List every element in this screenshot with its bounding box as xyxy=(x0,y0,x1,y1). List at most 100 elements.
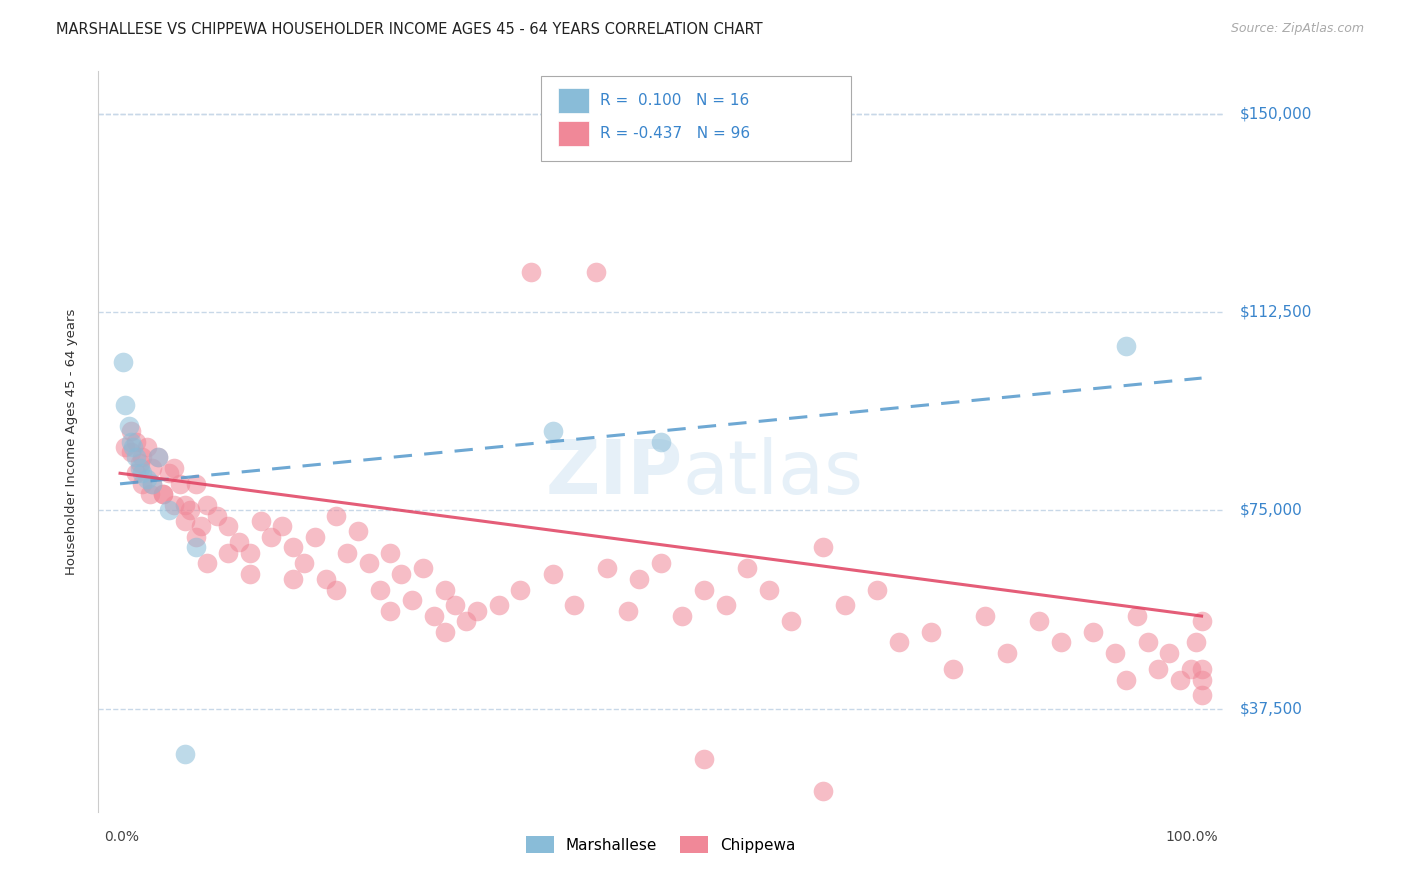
Chippewa xyxy=(179,503,201,517)
Chippewa xyxy=(1104,646,1126,660)
Chippewa xyxy=(920,624,942,639)
Marshallese xyxy=(136,471,159,485)
Chippewa xyxy=(650,556,672,570)
Marshallese xyxy=(174,747,197,761)
Chippewa xyxy=(671,609,693,624)
Chippewa xyxy=(422,609,444,624)
Text: 0.0%: 0.0% xyxy=(104,830,139,844)
Text: R = -0.437   N = 96: R = -0.437 N = 96 xyxy=(600,127,751,141)
Chippewa xyxy=(1159,646,1181,660)
Chippewa xyxy=(693,582,716,597)
Chippewa xyxy=(292,556,315,570)
Chippewa xyxy=(834,599,856,613)
Marshallese xyxy=(131,467,153,481)
Chippewa xyxy=(779,615,801,629)
Chippewa xyxy=(401,593,423,607)
Chippewa xyxy=(942,662,965,676)
Chippewa xyxy=(465,604,488,618)
Chippewa xyxy=(866,582,889,597)
Chippewa xyxy=(207,508,229,523)
Chippewa xyxy=(714,599,737,613)
Text: $37,500: $37,500 xyxy=(1240,701,1302,716)
Chippewa xyxy=(190,519,212,533)
Marshallese xyxy=(120,434,142,449)
Chippewa xyxy=(1185,635,1208,649)
Text: MARSHALLESE VS CHIPPEWA HOUSEHOLDER INCOME AGES 45 - 64 YEARS CORRELATION CHART: MARSHALLESE VS CHIPPEWA HOUSEHOLDER INCO… xyxy=(56,22,763,37)
Marshallese xyxy=(112,355,135,369)
Chippewa xyxy=(157,467,180,481)
Y-axis label: Householder Income Ages 45 - 64 years: Householder Income Ages 45 - 64 years xyxy=(65,309,77,574)
Chippewa xyxy=(281,541,304,555)
Chippewa xyxy=(239,566,262,581)
Chippewa xyxy=(1147,662,1170,676)
Chippewa xyxy=(146,450,169,465)
Marshallese xyxy=(118,418,141,433)
Legend: Marshallese, Chippewa: Marshallese, Chippewa xyxy=(520,830,801,860)
Chippewa xyxy=(347,524,370,539)
Chippewa xyxy=(228,535,250,549)
Marshallese xyxy=(125,450,148,465)
Chippewa xyxy=(887,635,910,649)
Chippewa xyxy=(995,646,1018,660)
Chippewa xyxy=(128,456,150,470)
Chippewa xyxy=(217,519,239,533)
Chippewa xyxy=(456,615,478,629)
Chippewa xyxy=(693,752,716,766)
Chippewa xyxy=(520,265,543,279)
Chippewa xyxy=(1191,615,1213,629)
Chippewa xyxy=(336,546,359,560)
Chippewa xyxy=(380,604,402,618)
Chippewa xyxy=(412,561,434,575)
Chippewa xyxy=(239,546,262,560)
Chippewa xyxy=(141,476,163,491)
Chippewa xyxy=(811,783,834,797)
Chippewa xyxy=(1125,609,1147,624)
Chippewa xyxy=(1168,673,1191,687)
Chippewa xyxy=(131,450,153,465)
Chippewa xyxy=(737,561,759,575)
Chippewa xyxy=(1180,662,1202,676)
Chippewa xyxy=(139,487,162,501)
Text: $112,500: $112,500 xyxy=(1240,304,1312,319)
Chippewa xyxy=(141,461,163,475)
Marshallese xyxy=(141,476,163,491)
Chippewa xyxy=(195,556,218,570)
Chippewa xyxy=(488,599,510,613)
Chippewa xyxy=(628,572,651,586)
Marshallese xyxy=(114,398,136,412)
Chippewa xyxy=(152,487,174,501)
Chippewa xyxy=(811,541,834,555)
Chippewa xyxy=(163,498,186,512)
Chippewa xyxy=(1191,662,1213,676)
Chippewa xyxy=(271,519,294,533)
Text: $75,000: $75,000 xyxy=(1240,503,1302,517)
Marshallese xyxy=(146,450,169,465)
Chippewa xyxy=(249,514,271,528)
Marshallese xyxy=(650,434,672,449)
Chippewa xyxy=(433,582,456,597)
Chippewa xyxy=(596,561,619,575)
Chippewa xyxy=(195,498,218,512)
Chippewa xyxy=(389,566,412,581)
Chippewa xyxy=(125,434,148,449)
Chippewa xyxy=(184,530,207,544)
Marshallese xyxy=(128,461,150,475)
Chippewa xyxy=(163,461,186,475)
Chippewa xyxy=(120,445,142,459)
Chippewa xyxy=(1050,635,1073,649)
Text: 100.0%: 100.0% xyxy=(1166,830,1218,844)
Marshallese xyxy=(541,424,564,438)
Text: R =  0.100   N = 16: R = 0.100 N = 16 xyxy=(600,94,749,108)
Chippewa xyxy=(368,582,391,597)
Chippewa xyxy=(114,440,136,454)
Chippewa xyxy=(758,582,780,597)
Chippewa xyxy=(357,556,380,570)
Text: Source: ZipAtlas.com: Source: ZipAtlas.com xyxy=(1230,22,1364,36)
Chippewa xyxy=(136,440,159,454)
Chippewa xyxy=(974,609,997,624)
Chippewa xyxy=(125,467,148,481)
Marshallese xyxy=(157,503,180,517)
Chippewa xyxy=(617,604,640,618)
Marshallese xyxy=(1115,339,1137,353)
Chippewa xyxy=(1115,673,1137,687)
